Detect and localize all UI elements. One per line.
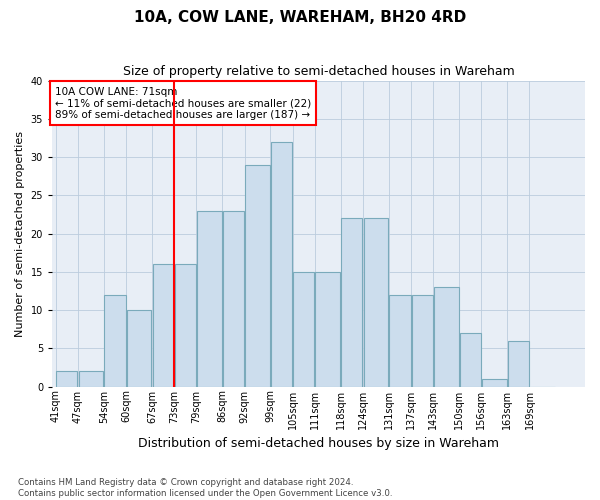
Text: 10A COW LANE: 71sqm
← 11% of semi-detached houses are smaller (22)
89% of semi-d: 10A COW LANE: 71sqm ← 11% of semi-detach… [55,86,311,120]
Bar [245,164,270,386]
Bar [412,295,433,386]
Bar [482,379,507,386]
Bar [152,264,173,386]
Bar [434,287,458,386]
Bar [293,272,314,386]
Bar [341,218,362,386]
Text: Contains HM Land Registry data © Crown copyright and database right 2024.
Contai: Contains HM Land Registry data © Crown c… [18,478,392,498]
Bar [389,295,410,386]
Text: 10A, COW LANE, WAREHAM, BH20 4RD: 10A, COW LANE, WAREHAM, BH20 4RD [134,10,466,25]
X-axis label: Distribution of semi-detached houses by size in Wareham: Distribution of semi-detached houses by … [138,437,499,450]
Title: Size of property relative to semi-detached houses in Wareham: Size of property relative to semi-detach… [122,65,514,78]
Bar [316,272,340,386]
Bar [56,372,77,386]
Bar [197,210,222,386]
Y-axis label: Number of semi-detached properties: Number of semi-detached properties [15,130,25,336]
Bar [175,264,196,386]
Bar [79,372,103,386]
Bar [508,340,529,386]
Bar [127,310,151,386]
Bar [364,218,388,386]
Bar [223,210,244,386]
Bar [271,142,292,386]
Bar [460,333,481,386]
Bar [104,295,125,386]
